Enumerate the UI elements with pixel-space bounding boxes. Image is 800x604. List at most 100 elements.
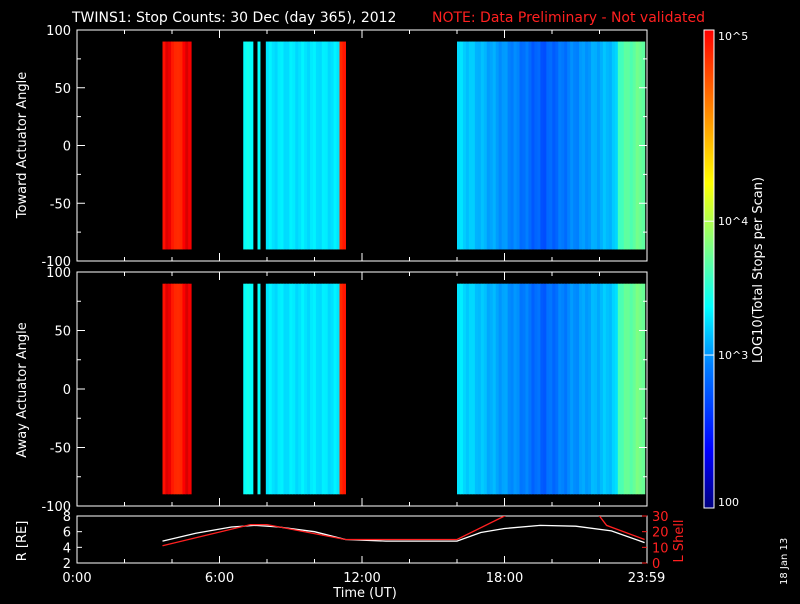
away-block-4-strip [632,283,637,495]
toward-block-4-strip [519,41,524,250]
away-block-3-strip [318,283,323,495]
x-tick-label: 12:00 [343,571,380,586]
away-block-3-strip [312,283,317,495]
away-ytick-label: 100 [46,266,71,281]
toward-block-4-strip [468,41,473,250]
toward-ytick-label: -50 [50,197,71,212]
away-block-4-strip [582,283,586,495]
away-block-4-strip [471,283,476,495]
toward-block-4-strip [570,41,574,250]
toward-block-4-strip [528,41,533,250]
away-block-4-strip [608,283,613,495]
away-block-3-strip [342,283,346,495]
toward-block-4-strip [555,41,559,250]
toward-block-4-strip [567,41,571,250]
toward-block-4-strip [462,41,467,250]
toward-block-4-strip [614,41,619,250]
away-block-4-strip [626,283,631,495]
toward-block-0-strip [176,41,181,250]
toward-block-4-strip [540,41,544,250]
toward-block-2 [257,41,261,250]
away-block-4-strip [534,283,539,495]
orbit-series-2 [598,516,645,541]
away-block-0-strip [185,283,189,495]
toward-block-4-strip [617,41,622,250]
away-block-4-strip [498,283,503,495]
away-block-4-strip [457,283,461,495]
toward-block-4-strip [632,41,637,250]
toward-block-3-strip [298,41,302,250]
toward-block-0-strip [185,41,189,250]
chart-title: TWINS1: Stop Counts: 30 Dec (day 365), 2… [71,10,396,26]
toward-block-0-strip [182,41,186,250]
away-block-4-strip [546,283,550,495]
away-block-3-strip [327,283,332,495]
toward-block-4-strip [546,41,550,250]
toward-block-1-strip [246,41,251,250]
toward-block-3-strip [268,41,273,250]
away-block-4-strip [525,283,530,495]
away-block-3-strip [286,283,290,495]
away-block-0-strip [165,283,169,495]
toward-ylabel: Toward Actuator Angle [15,72,30,219]
toward-block-4-strip [525,41,530,250]
away-block-4-strip [605,283,610,495]
away-block-4-strip [561,283,565,495]
away-block-3-strip [315,283,320,495]
toward-block-3-strip [339,41,344,250]
toward-block-3-strip [289,41,293,250]
away-block-4-strip [489,283,494,495]
toward-ytick-label: 0 [63,140,71,155]
away-block-0-strip [173,283,178,495]
toward-block-4-strip [543,41,547,250]
away-block-4-strip [564,283,568,495]
away-block-4-strip [579,283,583,495]
away-block-4-strip [465,283,470,495]
toward-block-4-strip [486,41,491,250]
toward-block-4-strip [596,41,601,250]
away-block-4-strip [507,283,512,495]
toward-block-3 [265,41,346,250]
away-block-4-strip [468,283,473,495]
away-block-3-strip [307,283,311,495]
toward-block-4-strip [579,41,583,250]
away-block-3-strip [304,283,308,495]
away-block-4-strip [510,283,515,495]
toward-block-4-strip [510,41,515,250]
toward-block-4-strip [492,41,497,250]
toward-block-4-strip [564,41,568,250]
toward-block-0-strip [173,41,178,250]
toward-block-4-strip [588,41,592,250]
away-block-4-strip [596,283,601,495]
toward-block-4-strip [531,41,536,250]
orbit-ytick-label: 6 [63,526,71,541]
away-ytick-label: 0 [63,383,71,398]
toward-block-4-strip [495,41,500,250]
x-tick-label: 6:00 [205,571,234,586]
away-block-1 [243,283,254,495]
away-block-4-strip [576,283,580,495]
away-block-0-strip [182,283,186,495]
toward-block-4-strip [620,41,625,250]
away-panel: 100 50 0 -50 -100 [41,266,648,515]
orbit-ytick-right-label: 30 [652,510,669,525]
toward-block-3-strip [265,41,270,250]
away-block-4-strip [591,283,595,495]
toward-block-4-strip [507,41,512,250]
away-block-4-strip [531,283,536,495]
away-block-3-strip [301,283,305,495]
toward-block-3-strip [292,41,296,250]
away-block-3-strip [289,283,293,495]
away-block-0-strip [176,283,181,495]
away-block-4-strip [588,283,592,495]
toward-block-3-strip [307,41,311,250]
away-block-2 [257,283,261,495]
toward-block-4-strip [623,41,628,250]
away-block-4-strip [528,283,533,495]
toward-block-4-strip [501,41,506,250]
toward-block-3-strip [342,41,346,250]
away-block-0-strip [168,283,172,495]
away-ytick-label: -50 [50,442,71,457]
toward-block-4-strip [480,41,485,250]
